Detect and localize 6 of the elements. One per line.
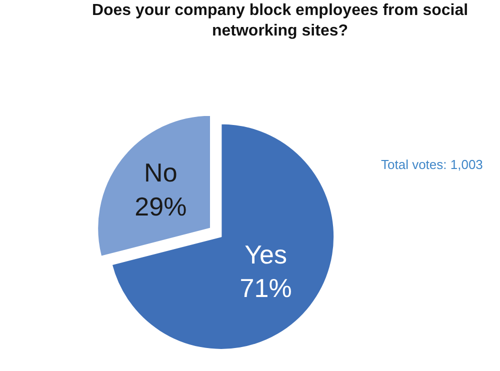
slice-label: Yes: [244, 239, 288, 270]
data-label: 71%: [240, 273, 292, 304]
slice-label: No: [144, 158, 178, 188]
data-label: 29%: [134, 192, 187, 222]
text: Total votes: 1,003: [381, 157, 483, 172]
chart-title: Does your company block employees from social networking sites?: [92, 2, 468, 40]
